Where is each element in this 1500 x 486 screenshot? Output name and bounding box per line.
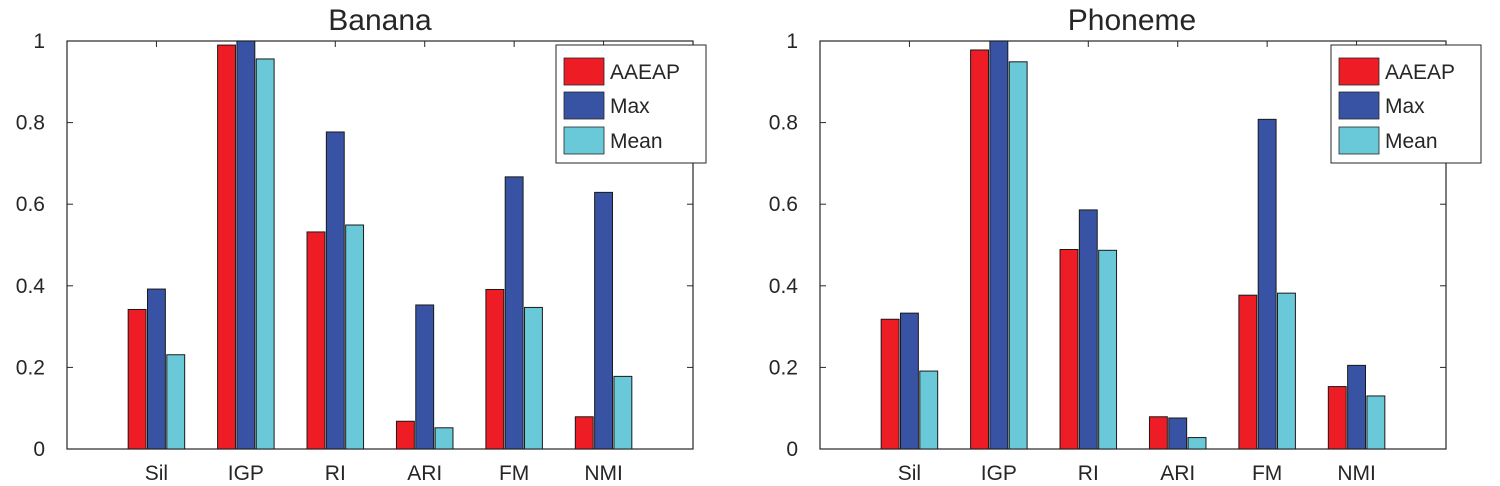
bar-max-nmi — [594, 191, 614, 450]
legend-swatch-mean — [563, 126, 605, 155]
x-tick-label: Sil — [145, 462, 168, 485]
y-tick-label: 1 — [33, 30, 45, 53]
legend-swatch-max — [1338, 91, 1380, 120]
bar-mean-sil — [166, 354, 186, 450]
legend-label-aaeap: AAEAP — [1385, 61, 1455, 84]
legend-label-aaeap: AAEAP — [610, 61, 680, 84]
bar-aaeap-sil — [127, 308, 147, 450]
legend-swatch-mean — [1338, 126, 1380, 155]
bar-mean-ri — [1098, 249, 1118, 450]
bar-aaeap-fm — [485, 288, 505, 450]
x-tick-label: Sil — [898, 462, 921, 485]
y-tick-label: 0.2 — [769, 356, 798, 379]
chart-title: Phoneme — [1068, 4, 1196, 37]
bar-max-fm — [504, 176, 524, 450]
chart-phoneme: Phoneme 00.20.40.60.81 Sil IGP RI ARI FM NMI … — [769, 4, 1482, 485]
bar-aaeap-ri — [306, 231, 326, 450]
y-axis-tick-labels: 0 0.2 0.4 0.6 0.8 1 — [16, 30, 46, 461]
y-tick-label: 0.4 — [16, 275, 46, 298]
y-tick-label: 0.4 — [769, 275, 799, 298]
bar-aaeap-nmi — [574, 416, 594, 450]
chart-title: Banana — [328, 4, 432, 37]
x-tick-label: RI — [1078, 462, 1099, 485]
x-axis-tick-labels: Sil IGP RI ARI FM NMI — [145, 462, 623, 485]
x-tick-label: NMI — [1337, 462, 1376, 485]
bar-max-sil — [146, 288, 166, 450]
bar-mean-ari — [1187, 437, 1207, 450]
x-tick-label: FM — [499, 462, 529, 485]
bar-max-nmi — [1347, 364, 1367, 450]
bar-aaeap-ari — [395, 420, 415, 450]
bar-max-igp — [236, 40, 256, 450]
x-tick-label: ARI — [1160, 462, 1195, 485]
y-tick-label: 0 — [786, 438, 798, 461]
bar-aaeap-sil — [880, 318, 900, 450]
y-tick-label: 0 — [33, 438, 45, 461]
legend-label-mean: Mean — [610, 130, 663, 153]
x-tick-label: FM — [1252, 462, 1282, 485]
legend: AAEAP Max Mean — [555, 44, 707, 164]
bar-aaeap-igp — [217, 44, 236, 450]
legend-swatch-max — [563, 91, 605, 120]
x-tick-label: ARI — [407, 462, 442, 485]
x-axis-tick-labels: Sil IGP RI ARI FM NMI — [898, 462, 1376, 485]
bar-max-ari — [1168, 417, 1188, 450]
bar-mean-sil — [919, 370, 939, 450]
bar-mean-fm — [1277, 292, 1296, 450]
x-tick-label: IGP — [228, 462, 264, 485]
bar-max-igp — [989, 40, 1009, 450]
y-tick-label: 0.8 — [16, 112, 45, 135]
y-tick-label: 1 — [786, 30, 798, 53]
legend-swatch-aaeap — [563, 57, 605, 86]
bar-aaeap-igp — [970, 49, 989, 450]
bar-aaeap-ari — [1148, 416, 1168, 450]
bar-mean-igp — [255, 58, 275, 450]
y-axis-tick-labels: 0 0.2 0.4 0.6 0.8 1 — [769, 30, 799, 461]
y-tick-label: 0.2 — [16, 356, 45, 379]
bar-max-ri — [325, 131, 345, 450]
y-tick-label: 0.6 — [16, 193, 45, 216]
bar-max-sil — [899, 312, 919, 450]
bar-max-ri — [1078, 209, 1098, 450]
legend-swatch-aaeap — [1338, 57, 1380, 86]
y-tick-label: 0.6 — [769, 193, 798, 216]
legend: AAEAP Max Mean — [1330, 44, 1482, 164]
x-tick-label: NMI — [584, 462, 623, 485]
legend-label-max: Max — [1385, 95, 1425, 118]
legend-label-mean: Mean — [1385, 130, 1438, 153]
bar-aaeap-nmi — [1327, 386, 1347, 450]
bar-aaeap-ri — [1059, 248, 1079, 450]
bar-mean-nmi — [1366, 395, 1386, 450]
x-tick-label: IGP — [981, 462, 1017, 485]
bar-max-fm — [1257, 118, 1277, 450]
legend-label-max: Max — [610, 95, 650, 118]
x-tick-label: RI — [325, 462, 346, 485]
bar-mean-fm — [524, 306, 543, 450]
bar-mean-igp — [1008, 61, 1028, 450]
bars — [127, 40, 633, 450]
y-tick-label: 0.8 — [769, 112, 798, 135]
chart-banana: Banana 0 0.2 0.4 0.6 0.8 1 Sil IGP RI ARI FM NMI A… — [16, 4, 707, 485]
bars — [880, 40, 1386, 450]
bar-mean-ari — [434, 427, 454, 450]
bar-mean-nmi — [613, 375, 633, 450]
bar-mean-ri — [345, 224, 365, 450]
bar-aaeap-fm — [1238, 294, 1258, 450]
bar-max-ari — [415, 304, 435, 450]
